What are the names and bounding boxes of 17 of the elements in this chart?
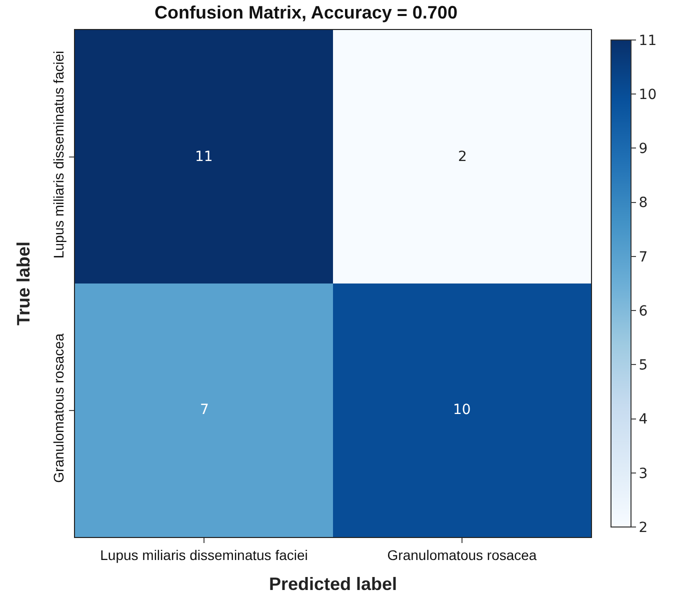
data-label: 10 <box>453 402 471 418</box>
color-bar-label: 11 <box>638 32 657 49</box>
data-label: 11 <box>195 149 213 165</box>
color-bar-label: 3 <box>638 466 648 482</box>
color-bar-label: 5 <box>638 358 648 374</box>
color-bar-label: 10 <box>638 87 657 104</box>
color-bar-label: 2 <box>638 520 648 536</box>
y-axis-title: True label <box>14 241 34 326</box>
color-bar-label: 7 <box>638 249 648 266</box>
data-label: 7 <box>200 402 209 418</box>
chart-title: Confusion Matrix, Accuracy = 0.700 <box>154 2 458 23</box>
color-bar-label: 8 <box>638 195 648 212</box>
color-bar-label: 6 <box>638 303 648 320</box>
x-axis-title: Predicted label <box>268 574 398 594</box>
data-label: 2 <box>458 149 467 165</box>
color-bar-label: 9 <box>638 141 648 158</box>
color-bar-label: 4 <box>638 412 648 428</box>
